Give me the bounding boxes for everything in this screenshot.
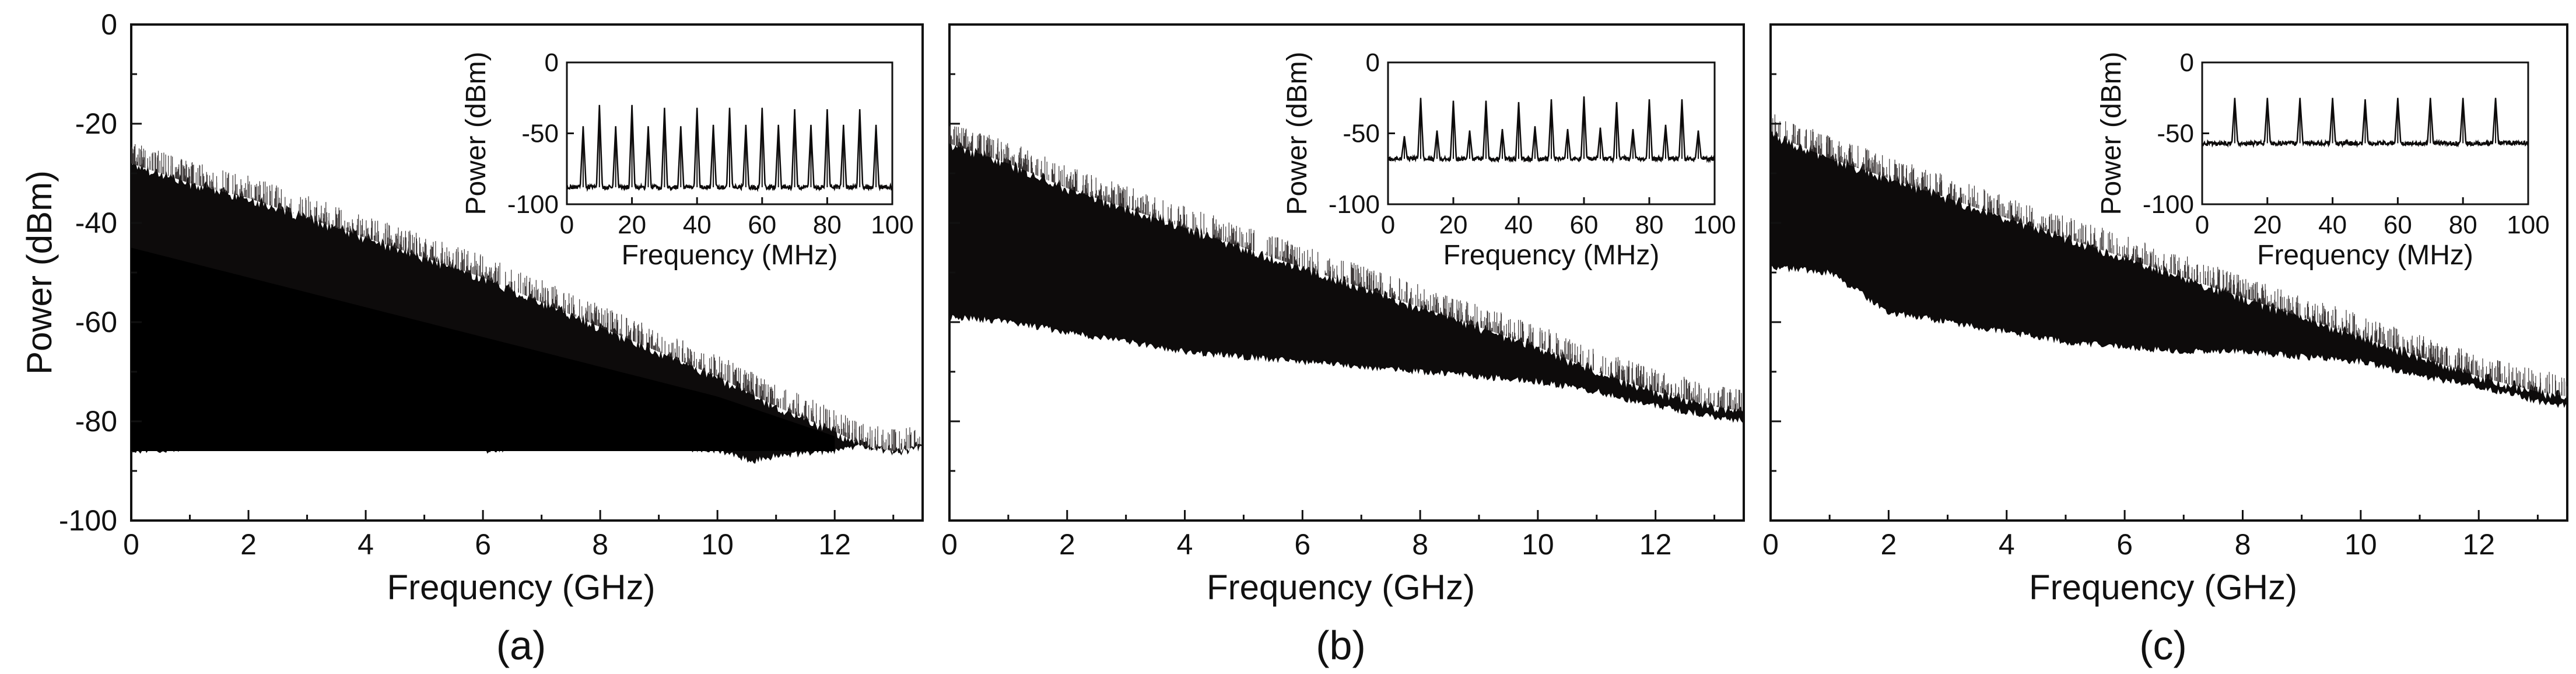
inset-x-axis-title: Frequency (MHz)	[2257, 240, 2473, 271]
inset-y-tick-label: -50	[2157, 120, 2194, 148]
x-tick-label: 10	[701, 528, 734, 561]
x-tick-label: 8	[592, 528, 608, 561]
inset-x-tick-label: 20	[618, 211, 646, 239]
x-tick-label: 2	[1880, 528, 1897, 561]
y-tick-label: -80	[75, 405, 117, 438]
x-tick-label: 12	[1639, 528, 1672, 561]
x-tick-label: 12	[818, 528, 851, 561]
inset-x-axis-title: Frequency (MHz)	[622, 240, 838, 271]
inset-chart: 0 20 40 60 80 100 0 -50 -100 Frequency (MHz) Power…	[1282, 48, 1736, 271]
y-tick-label: -20	[75, 107, 117, 140]
x-tick-label: 4	[1999, 528, 2015, 561]
x-tick-label: 0	[123, 528, 139, 561]
y-tick-label: -60	[75, 306, 117, 338]
spectrum-noise	[131, 144, 920, 451]
inset-y-tick-label: -50	[521, 120, 559, 148]
x-tick-label: 6	[2116, 528, 2133, 561]
x-axis-title: Frequency (GHz)	[387, 568, 655, 607]
y-axis-title: Power (dBm)	[20, 170, 59, 375]
spectrum-noise	[949, 125, 1742, 411]
inset-x-tick-label: 80	[813, 211, 842, 239]
x-tick-label: 8	[1412, 528, 1428, 561]
inset-x-tick-label: 0	[560, 211, 574, 239]
inset-y-tick-label: -100	[2143, 190, 2194, 219]
panel-label: (c)	[2139, 623, 2187, 668]
inset-y-tick-label: 0	[1366, 48, 1380, 77]
inset-y-axis-title: Power (dBm)	[2096, 51, 2127, 215]
inset-y-axis-title: Power (dBm)	[461, 51, 492, 215]
x-tick-label: 10	[1522, 528, 1554, 561]
x-tick-label: 4	[358, 528, 374, 561]
inset-x-tick-label: 80	[2449, 211, 2477, 239]
inset-x-tick-label: 40	[2318, 211, 2347, 239]
panel-label: (a)	[496, 623, 546, 668]
x-tick-label: 4	[1177, 528, 1193, 561]
x-tick-label: 6	[1294, 528, 1310, 561]
x-tick-label: 2	[1059, 528, 1075, 561]
inset-y-tick-label: -50	[1343, 120, 1380, 148]
inset-y-tick-label: 0	[545, 48, 559, 77]
x-axis-title: Frequency (GHz)	[2029, 568, 2297, 607]
inset-x-tick-label: 100	[1693, 211, 1736, 239]
inset-x-tick-label: 60	[2384, 211, 2412, 239]
inset-x-tick-label: 60	[1570, 211, 1599, 239]
y-tick-label: 0	[101, 8, 117, 41]
inset-x-axis-title: Frequency (MHz)	[1443, 240, 1660, 271]
panel-label: (b)	[1316, 623, 1366, 668]
x-axis-title: Frequency (GHz)	[1207, 568, 1475, 607]
inset-y-tick-label: -100	[507, 190, 559, 219]
inset-chart: 0 20 40 60 80 100 0 -50 -100 Frequency (MHz) Power…	[2096, 48, 2550, 271]
inset-x-tick-label: 60	[748, 211, 776, 239]
x-tick-label: 8	[2235, 528, 2251, 561]
inset-y-tick-label: 0	[2180, 48, 2194, 77]
panel-a: 0 2 4 6 8 10 12 0 -20 -40 -60 -80 -100 Frequency (GHz…	[59, 8, 924, 668]
y-tick-label: -100	[59, 504, 117, 537]
inset-x-tick-label: 0	[2195, 211, 2209, 239]
inset-x-tick-label: 20	[1439, 211, 1468, 239]
x-tick-label: 12	[2462, 528, 2495, 561]
x-tick-label: 10	[2344, 528, 2377, 561]
inset-x-tick-label: 100	[871, 211, 913, 239]
inset-x-tick-label: 40	[683, 211, 712, 239]
spectrum-trace	[949, 142, 1744, 423]
y-tick-label: -40	[75, 207, 117, 239]
inset-x-tick-label: 40	[1505, 211, 1533, 239]
inset-x-tick-label: 80	[1635, 211, 1664, 239]
x-tick-label: 0	[941, 528, 958, 561]
spectrum-dense-region	[131, 247, 835, 451]
spectrum-noise	[1772, 114, 2567, 397]
inset-x-tick-label: 0	[1381, 211, 1395, 239]
inset-y-axis-title: Power (dBm)	[1282, 51, 1313, 215]
inset-chart: 0 20 40 60 80 100 0 -50 -100 Frequency (MHz) Power…	[461, 48, 914, 271]
inset-y-tick-label: -100	[1329, 190, 1380, 219]
x-tick-label: 0	[1762, 528, 1779, 561]
inset-x-tick-label: 100	[2507, 211, 2549, 239]
inset-x-tick-label: 20	[2253, 211, 2281, 239]
x-tick-label: 6	[475, 528, 491, 561]
x-tick-label: 2	[240, 528, 257, 561]
